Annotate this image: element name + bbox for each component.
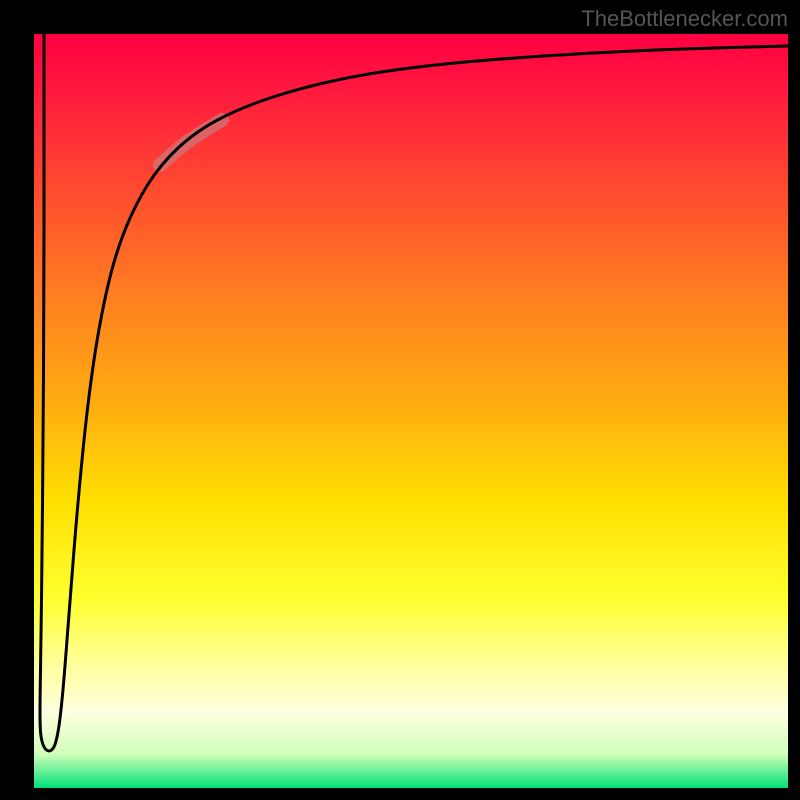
plot-area [34, 34, 788, 788]
watermark-label: TheBottlenecker.com [581, 6, 788, 32]
bottleneck-curve [40, 34, 788, 751]
chart-root: TheBottlenecker.com [0, 0, 800, 800]
curve-layer [34, 34, 788, 788]
